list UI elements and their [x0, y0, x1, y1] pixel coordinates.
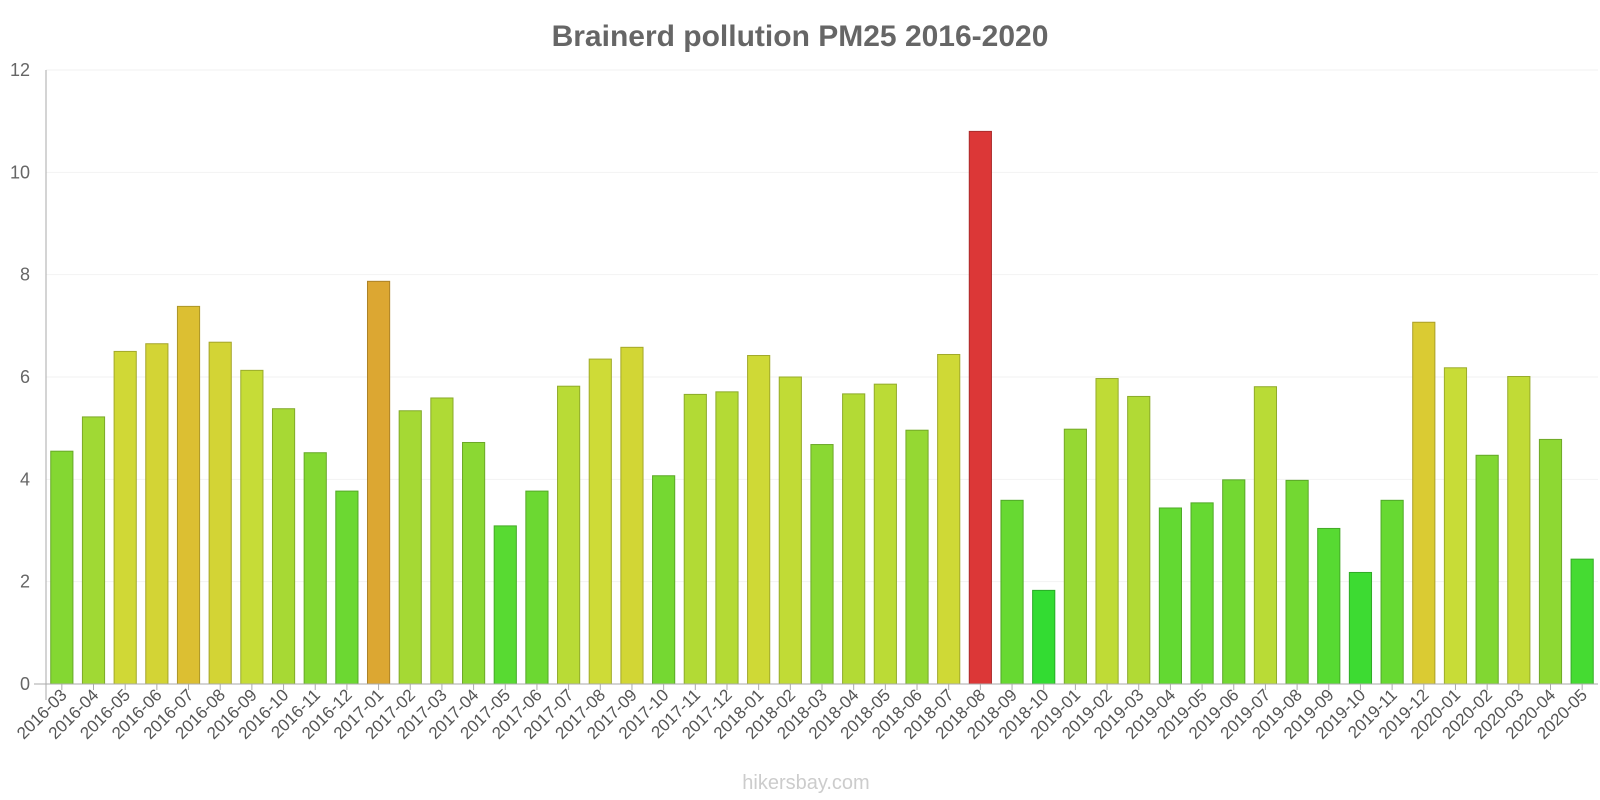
bar-2016-10[interactable]: [271, 408, 296, 685]
y-tick-label: 0: [20, 674, 30, 694]
bar-2020-03[interactable]: [1507, 375, 1531, 685]
bar-2019-05[interactable]: [1190, 502, 1214, 685]
bar-2018-08[interactable]: [968, 130, 992, 685]
bar-2017-08[interactable]: [588, 358, 612, 685]
bar-2017-11[interactable]: [683, 393, 707, 685]
y-tick-label: 6: [20, 367, 30, 387]
bar-2020-02[interactable]: [1475, 454, 1499, 685]
bar-2016-05[interactable]: [113, 350, 137, 685]
bar-2020-04[interactable]: [1538, 438, 1563, 685]
bar-2017-06[interactable]: [525, 490, 549, 685]
bar-2017-07[interactable]: [557, 385, 581, 685]
bar-2017-02[interactable]: [398, 410, 422, 685]
chart-title: Brainerd pollution PM25 2016-2020: [552, 20, 1049, 53]
bars: [50, 130, 1594, 685]
bar-2019-02[interactable]: [1095, 378, 1119, 685]
bar-2019-04[interactable]: [1158, 507, 1182, 685]
bar-2020-01[interactable]: [1443, 367, 1468, 685]
bar-2016-12[interactable]: [335, 490, 359, 685]
bar-2018-05[interactable]: [873, 383, 897, 685]
bar-2016-11[interactable]: [303, 452, 327, 685]
bar-2017-05[interactable]: [493, 525, 517, 685]
y-tick-label: 10: [10, 162, 30, 182]
bar-2018-10[interactable]: [1032, 589, 1056, 685]
y-tick-label: 12: [10, 60, 30, 80]
bar-2017-10[interactable]: [652, 475, 676, 685]
bar-2018-02[interactable]: [778, 376, 802, 685]
bar-2016-06[interactable]: [145, 343, 169, 685]
bar-2019-07[interactable]: [1253, 386, 1278, 685]
bar-2018-03[interactable]: [810, 444, 834, 685]
bar-2016-08[interactable]: [208, 341, 232, 685]
bar-2017-09[interactable]: [620, 346, 644, 685]
axes: [34, 70, 1598, 700]
bar-2018-07[interactable]: [937, 353, 961, 685]
bar-2019-10[interactable]: [1348, 571, 1373, 685]
y-tick-label: 2: [20, 572, 30, 592]
bar-2019-08[interactable]: [1285, 479, 1309, 685]
bar-2016-03[interactable]: [50, 450, 74, 685]
bar-2019-11[interactable]: [1380, 499, 1404, 685]
bar-2016-09[interactable]: [240, 369, 264, 685]
bar-2018-09[interactable]: [1000, 499, 1024, 685]
x-tick-labels: 2016-032016-042016-052016-062016-072016-…: [13, 684, 1591, 743]
y-tick-labels: 0 2 4 6 8 10 12: [10, 60, 30, 694]
bar-2018-04[interactable]: [842, 393, 866, 685]
bar-2019-01[interactable]: [1063, 428, 1087, 685]
bar-2020-05[interactable]: [1570, 558, 1594, 685]
bar-2019-03[interactable]: [1127, 395, 1151, 685]
bar-2016-07[interactable]: [176, 305, 201, 685]
bar-2017-12[interactable]: [715, 391, 739, 685]
y-tick-label: 4: [20, 469, 30, 489]
bar-2018-01[interactable]: [747, 355, 771, 685]
bar-2018-06[interactable]: [905, 429, 929, 685]
bar-2017-01[interactable]: [366, 280, 391, 685]
watermark: hikersbay.com: [742, 772, 869, 794]
bar-2019-06[interactable]: [1222, 479, 1246, 685]
bar-2017-04[interactable]: [462, 441, 486, 685]
bar-2019-12[interactable]: [1412, 321, 1436, 685]
y-tick-label: 8: [20, 265, 30, 285]
bar-2019-09[interactable]: [1317, 527, 1341, 685]
bar-2016-04[interactable]: [81, 416, 106, 685]
bar-2017-03[interactable]: [430, 397, 454, 685]
